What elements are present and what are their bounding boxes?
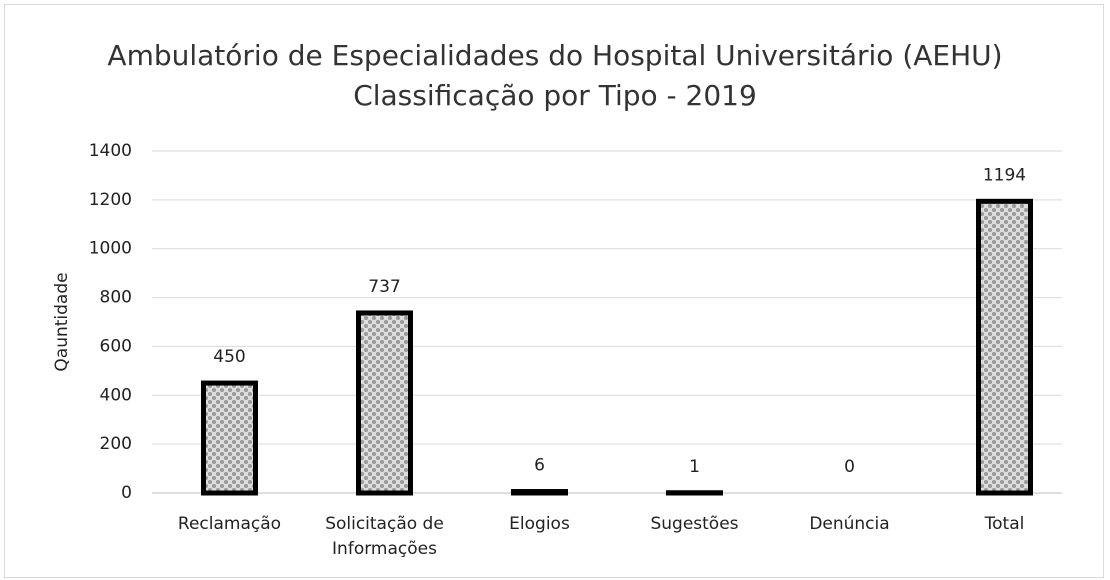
x-tick-label: Solicitação de Informações xyxy=(325,514,444,559)
data-label: 1 xyxy=(689,457,700,477)
data-label: 0 xyxy=(844,457,855,477)
x-tick-label: Reclamação xyxy=(177,514,282,534)
bar xyxy=(511,489,568,496)
y-tick-label: 1400 xyxy=(89,141,132,161)
y-tick-label: 200 xyxy=(100,434,132,454)
data-label: 450 xyxy=(213,347,245,367)
y-tick-label: 1200 xyxy=(89,190,132,210)
bar xyxy=(356,310,413,496)
x-tick-label: Denúncia xyxy=(809,514,890,534)
data-label: 6 xyxy=(534,456,545,476)
x-tick-label: Sugestões xyxy=(650,514,739,534)
y-tick-label: 0 xyxy=(121,483,132,503)
y-axis-label: Qauntidade xyxy=(52,272,72,371)
chart-border xyxy=(4,4,1104,578)
x-tick-label: Elogios xyxy=(509,514,570,534)
bar xyxy=(976,198,1033,496)
x-tick-label: Total xyxy=(984,514,1025,534)
chart-title: Ambulatório de Especialidades do Hospita… xyxy=(107,39,1003,112)
data-label: 737 xyxy=(368,277,400,297)
bar xyxy=(201,380,258,496)
data-label: 1194 xyxy=(983,165,1026,185)
y-tick-label: 800 xyxy=(100,288,132,308)
y-tick-label: 1000 xyxy=(89,239,132,259)
y-tick-label: 400 xyxy=(100,385,132,405)
y-tick-label: 600 xyxy=(100,336,132,356)
